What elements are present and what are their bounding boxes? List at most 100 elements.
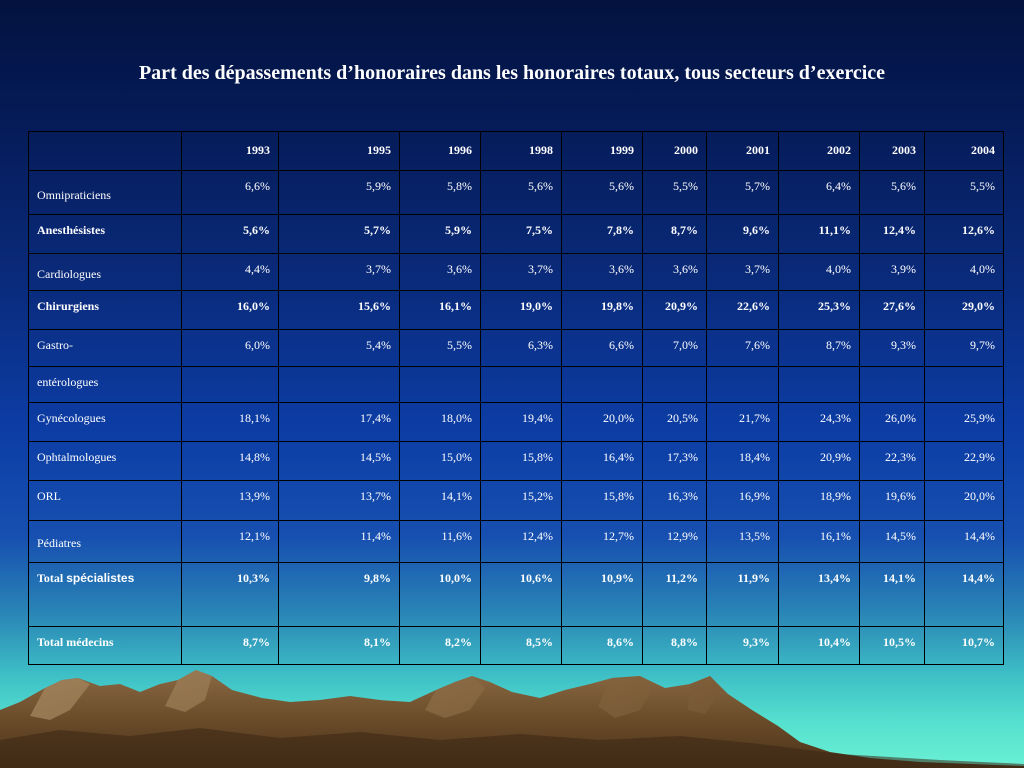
table-cell: 16,1% bbox=[778, 520, 860, 563]
table-cell: 19,4% bbox=[480, 402, 562, 442]
table-cell: 10,7% bbox=[924, 626, 1004, 665]
table-cell: 4,0% bbox=[924, 253, 1004, 291]
table-cell: 7,5% bbox=[480, 214, 562, 254]
table-row: Chirurgiens 16,0% 15,6% 16,1% 19,0% 19,8… bbox=[28, 290, 1004, 330]
table-cell: 17,3% bbox=[642, 441, 707, 481]
table-cell: 14,1% bbox=[859, 562, 925, 627]
table-cell: 20,5% bbox=[642, 402, 707, 442]
table-cell: 9,8% bbox=[278, 562, 400, 627]
table-row: Gynécologues 18,1% 17,4% 18,0% 19,4% 20,… bbox=[28, 402, 1004, 442]
table-cell: 27,6% bbox=[859, 290, 925, 330]
table-cell: 10,6% bbox=[480, 562, 562, 627]
table-cell: 7,8% bbox=[561, 214, 643, 254]
table-cell: 14,5% bbox=[859, 520, 925, 563]
table-cell bbox=[399, 366, 481, 403]
table-cell: 11,9% bbox=[706, 562, 779, 627]
table-cell: 11,6% bbox=[399, 520, 481, 563]
table-cell: 21,7% bbox=[706, 402, 779, 442]
header-row: 1993 1995 1996 1998 1999 2000 2001 2002 … bbox=[28, 131, 1004, 171]
table-cell: 18,4% bbox=[706, 441, 779, 481]
table-cell: 16,0% bbox=[181, 290, 279, 330]
table-cell: 18,1% bbox=[181, 402, 279, 442]
table-row: Omnipraticiens 6,6% 5,9% 5,8% 5,6% 5,6% … bbox=[28, 170, 1004, 215]
table-cell: 5,7% bbox=[706, 170, 779, 215]
table-cell: 5,8% bbox=[399, 170, 481, 215]
table-cell bbox=[778, 366, 860, 403]
table-cell: 6,6% bbox=[561, 329, 643, 367]
table-row: ORL 13,9% 13,7% 14,1% 15,2% 15,8% 16,3% … bbox=[28, 480, 1004, 521]
table-cell: 13,5% bbox=[706, 520, 779, 563]
table-cell: 9,6% bbox=[706, 214, 779, 254]
table-cell: 8,7% bbox=[642, 214, 707, 254]
table-cell: 10,0% bbox=[399, 562, 481, 627]
header-cell-year: 2001 bbox=[706, 131, 779, 171]
table-cell: 16,3% bbox=[642, 480, 707, 521]
table-cell: 5,9% bbox=[399, 214, 481, 254]
row-label: Gynécologues bbox=[28, 402, 182, 442]
table-cell: 16,4% bbox=[561, 441, 643, 481]
table-cell: 20,9% bbox=[642, 290, 707, 330]
table-cell: 3,7% bbox=[706, 253, 779, 291]
table-row: entérologues bbox=[28, 366, 1004, 403]
row-label: entérologues bbox=[28, 366, 182, 403]
table-cell: 10,4% bbox=[778, 626, 860, 665]
table-cell: 12,4% bbox=[859, 214, 925, 254]
table-cell: 20,0% bbox=[924, 480, 1004, 521]
table-cell: 13,7% bbox=[278, 480, 400, 521]
table-cell: 4,0% bbox=[778, 253, 860, 291]
table-row: Cardiologues 4,4% 3,7% 3,6% 3,7% 3,6% 3,… bbox=[28, 253, 1004, 291]
slide-title: Part des dépassements d’honoraires dans … bbox=[138, 62, 886, 84]
mountain-foreground bbox=[0, 728, 1024, 768]
header-cell-year: 1998 bbox=[480, 131, 562, 171]
table-cell: 29,0% bbox=[924, 290, 1004, 330]
table-cell: 5,4% bbox=[278, 329, 400, 367]
table-row: Gastro- 6,0% 5,4% 5,5% 6,3% 6,6% 7,0% 7,… bbox=[28, 329, 1004, 367]
table-cell: 12,7% bbox=[561, 520, 643, 563]
table-cell: 3,9% bbox=[859, 253, 925, 291]
table-cell bbox=[859, 366, 925, 403]
table-cell: 5,7% bbox=[278, 214, 400, 254]
row-label: Pédiatres bbox=[28, 520, 182, 563]
table-cell: 8,7% bbox=[778, 329, 860, 367]
table-cell: 5,5% bbox=[399, 329, 481, 367]
table-row: Ophtalmologues 14,8% 14,5% 15,0% 15,8% 1… bbox=[28, 441, 1004, 481]
row-label: Anesthésistes bbox=[28, 214, 182, 254]
table-cell: 8,2% bbox=[399, 626, 481, 665]
row-label: Total spécialistes bbox=[28, 562, 182, 627]
table-cell: 5,6% bbox=[859, 170, 925, 215]
header-cell-year: 1999 bbox=[561, 131, 643, 171]
table-cell bbox=[181, 366, 279, 403]
table-cell: 16,1% bbox=[399, 290, 481, 330]
header-cell-year: 2000 bbox=[642, 131, 707, 171]
row-label: Cardiologues bbox=[28, 253, 182, 291]
header-cell-year: 1993 bbox=[181, 131, 279, 171]
table-cell bbox=[706, 366, 779, 403]
table-cell: 19,0% bbox=[480, 290, 562, 330]
table-cell: 6,4% bbox=[778, 170, 860, 215]
table-cell: 5,6% bbox=[561, 170, 643, 215]
table-row: Anesthésistes 5,6% 5,7% 5,9% 7,5% 7,8% 8… bbox=[28, 214, 1004, 254]
table-cell: 17,4% bbox=[278, 402, 400, 442]
table-cell: 15,0% bbox=[399, 441, 481, 481]
row-label: Total médecins bbox=[28, 626, 182, 665]
mountain-illustration bbox=[0, 670, 1024, 768]
table-cell: 5,6% bbox=[181, 214, 279, 254]
table-row: Total médecins 8,7% 8,1% 8,2% 8,5% 8,6% … bbox=[28, 626, 1004, 665]
table-cell: 16,9% bbox=[706, 480, 779, 521]
table-cell: 5,6% bbox=[480, 170, 562, 215]
table-cell: 20,0% bbox=[561, 402, 643, 442]
table-cell bbox=[924, 366, 1004, 403]
table-row: Pédiatres 12,1% 11,4% 11,6% 12,4% 12,7% … bbox=[28, 520, 1004, 563]
table-cell: 14,1% bbox=[399, 480, 481, 521]
table-cell: 12,6% bbox=[924, 214, 1004, 254]
table-cell: 26,0% bbox=[859, 402, 925, 442]
row-label-part: Total bbox=[37, 571, 64, 585]
mountain-highlight bbox=[30, 670, 722, 720]
table-cell: 3,7% bbox=[480, 253, 562, 291]
table-cell: 9,7% bbox=[924, 329, 1004, 367]
table-cell: 3,6% bbox=[642, 253, 707, 291]
table-cell: 9,3% bbox=[859, 329, 925, 367]
table-cell: 11,4% bbox=[278, 520, 400, 563]
table-cell: 12,9% bbox=[642, 520, 707, 563]
table-cell: 3,6% bbox=[399, 253, 481, 291]
